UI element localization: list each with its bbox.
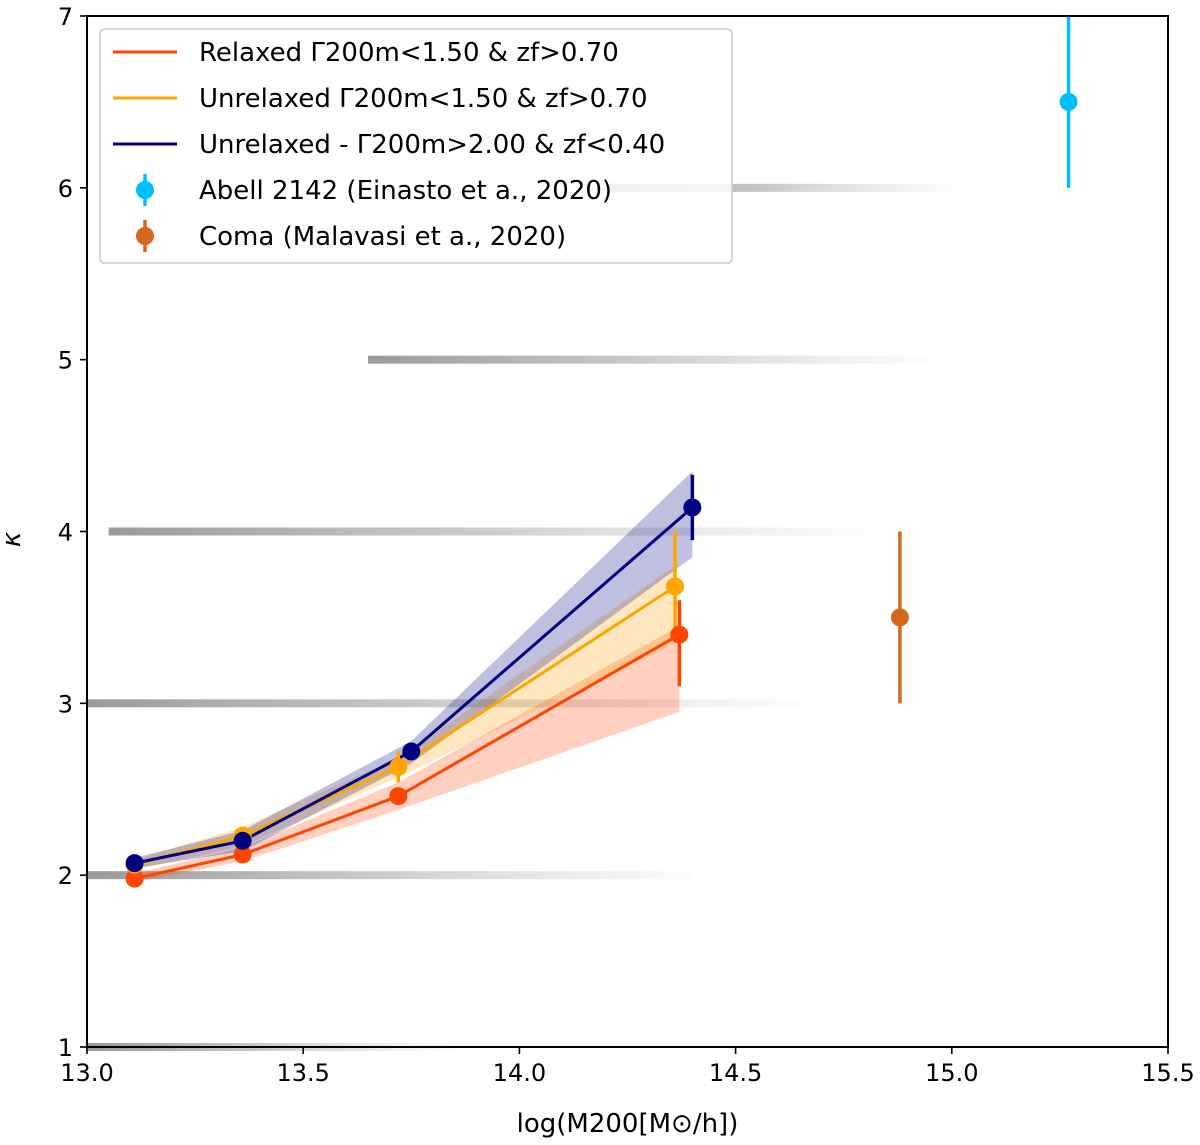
marker-series-1-2 xyxy=(389,757,408,776)
y-axis-label: κ xyxy=(0,531,27,547)
legend-label-3: Abell 2142 (Einasto et a., 2020) xyxy=(199,176,612,206)
legend: Relaxed Γ200m<1.50 & zf>0.70 Unrelaxed Γ2… xyxy=(99,28,733,264)
background-strip-1 xyxy=(87,871,693,880)
legend-swatch-3 xyxy=(136,181,154,199)
marker-series-1-3 xyxy=(666,577,685,596)
y-tick-label-7: 7 xyxy=(58,3,73,31)
background-strips xyxy=(87,183,952,1051)
x-tick-label-13-0: 13.0 xyxy=(60,1059,113,1087)
legend-label-0: Relaxed Γ200m<1.50 & zf>0.70 xyxy=(199,38,619,68)
x-tick-label-14-0: 14.0 xyxy=(493,1059,546,1087)
series-lines xyxy=(134,506,694,881)
y-tick-label-3: 3 xyxy=(58,690,73,718)
legend-label-2: Unrelaxed - Γ200m>2.00 & zf<0.40 xyxy=(199,130,665,160)
y-tick-label-6: 6 xyxy=(58,175,73,203)
line-series-0 xyxy=(134,633,681,881)
marker-series-2-0 xyxy=(125,854,144,873)
legend-swatch-4 xyxy=(136,227,154,245)
y-tick-label-5: 5 xyxy=(58,347,73,375)
y-tick-label-1: 1 xyxy=(58,1034,73,1062)
background-strip-4 xyxy=(368,355,931,364)
axis-ticks: 13.0 13.5 14.0 14.5 15.0 15.5 1 2 3 4 5 6 7 xyxy=(58,3,1195,1087)
marker-coma xyxy=(890,608,909,627)
background-strip-3 xyxy=(108,527,866,536)
marker-series-0-0 xyxy=(125,869,144,888)
marker-series-0-1 xyxy=(233,845,252,864)
legend-label-4: Coma (Malavasi et a., 2020) xyxy=(199,222,566,252)
legend-label-1: Unrelaxed Γ200m<1.50 & zf>0.70 xyxy=(199,84,648,114)
line-series-2 xyxy=(134,506,694,865)
x-tick-label-15-5: 15.5 xyxy=(1141,1059,1194,1087)
line-series-1 xyxy=(134,585,676,867)
marker-series-2-2 xyxy=(402,742,421,761)
x-axis-label: log(M200[M⊙/h]) xyxy=(517,1109,739,1139)
x-tick-label-13-5: 13.5 xyxy=(276,1059,329,1087)
marker-series-0-3 xyxy=(670,625,689,644)
legend-box xyxy=(99,28,733,264)
data-markers xyxy=(125,92,1078,888)
marker-abell xyxy=(1059,92,1078,111)
x-tick-label-14-5: 14.5 xyxy=(709,1059,762,1087)
marker-series-0-2 xyxy=(389,787,408,806)
background-strip-5 xyxy=(605,183,952,192)
marker-series-2-3 xyxy=(683,498,702,517)
y-tick-label-2: 2 xyxy=(58,862,73,890)
y-tick-label-4: 4 xyxy=(58,519,73,547)
marker-series-2-1 xyxy=(233,831,252,850)
background-strip-2 xyxy=(87,699,801,708)
x-tick-label-15-0: 15.0 xyxy=(925,1059,978,1087)
